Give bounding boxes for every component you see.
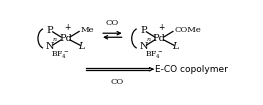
Text: CO: CO [111,78,124,86]
Text: L: L [172,42,178,51]
Text: E-CO copolymer: E-CO copolymer [155,65,228,74]
Text: CO: CO [106,19,119,27]
Text: n: n [53,37,57,42]
Text: COMe: COMe [175,26,201,34]
Text: N: N [46,42,54,51]
Text: Pd: Pd [153,34,166,43]
Text: P: P [47,26,53,35]
Text: $\mathregular{BF_4^-}$: $\mathregular{BF_4^-}$ [51,49,69,61]
Text: L: L [78,42,85,51]
Text: Me: Me [81,26,94,34]
Text: P: P [141,26,147,35]
Text: n: n [146,37,150,42]
Text: N: N [140,42,148,51]
Text: +: + [64,23,71,32]
Text: $\mathregular{BF_4^-}$: $\mathregular{BF_4^-}$ [145,49,163,61]
Text: Pd: Pd [59,34,72,43]
Text: +: + [158,23,164,32]
